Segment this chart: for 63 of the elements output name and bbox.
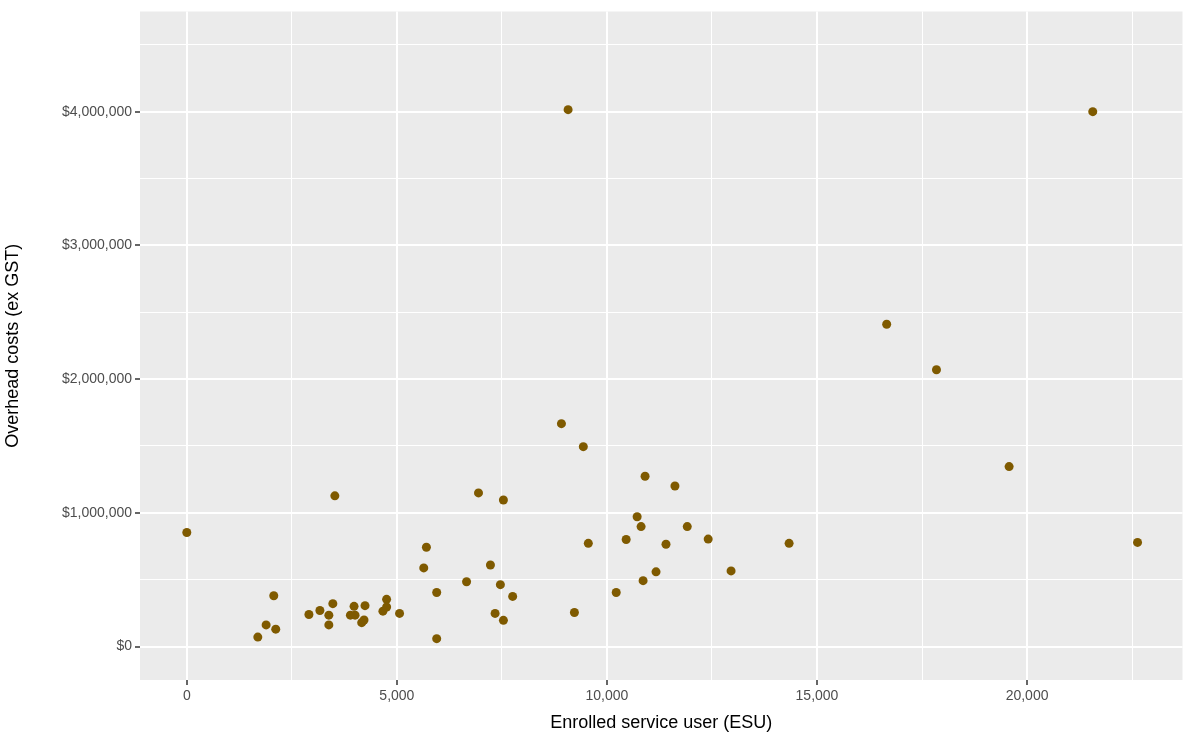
point (182, 528, 192, 538)
point (931, 365, 941, 375)
point (324, 610, 334, 620)
point (432, 588, 442, 598)
point (261, 620, 271, 630)
point (1133, 537, 1143, 547)
point (621, 534, 631, 544)
point (253, 632, 263, 642)
point (498, 615, 508, 625)
y-tick-label: $3,000,000 (61, 236, 133, 253)
point (784, 538, 794, 548)
point (636, 522, 646, 532)
point (395, 608, 405, 618)
point (419, 563, 429, 573)
point (495, 580, 505, 590)
point (462, 577, 472, 587)
y-tick-label: $2,000,000 (61, 369, 133, 386)
y-tick-label: $0 (116, 637, 133, 654)
point (315, 605, 325, 615)
point (578, 442, 588, 452)
x-tick-label: 20,000 (1005, 687, 1049, 704)
x-tick-label: 5,000 (379, 687, 415, 704)
point (474, 488, 483, 498)
y-tick-label: $1,000,000 (61, 503, 133, 520)
point (328, 599, 338, 609)
x-tick-label: 15,000 (795, 687, 839, 704)
point (556, 419, 566, 429)
point (382, 594, 392, 604)
point (1088, 107, 1098, 117)
point (421, 542, 431, 552)
x-axis-title: Enrolled service user (ESU) (550, 712, 773, 733)
point (271, 624, 281, 634)
point (569, 607, 579, 617)
point (882, 319, 892, 329)
x-tick-label: 10,000 (585, 687, 629, 704)
point (498, 495, 508, 505)
point (632, 512, 642, 522)
y-axis-title: Overhead costs (ex GST) (1, 243, 22, 448)
x-tick-label: 0 (182, 687, 191, 704)
point (640, 471, 650, 481)
point (304, 609, 314, 619)
point (490, 608, 500, 618)
point (1004, 462, 1014, 472)
point (330, 491, 340, 501)
point (360, 601, 370, 611)
point (583, 538, 593, 548)
point (651, 567, 661, 577)
point (611, 588, 621, 598)
point (670, 481, 680, 491)
point (703, 534, 713, 544)
point (349, 601, 359, 611)
point (269, 591, 279, 601)
y-tick-label: $4,000,000 (61, 102, 133, 119)
point (726, 566, 736, 576)
point (324, 620, 334, 630)
point (432, 634, 442, 644)
point (563, 105, 573, 115)
point (382, 602, 392, 612)
point (508, 591, 518, 601)
point (661, 539, 671, 549)
point (485, 560, 495, 570)
point (682, 522, 692, 532)
point (638, 576, 648, 586)
